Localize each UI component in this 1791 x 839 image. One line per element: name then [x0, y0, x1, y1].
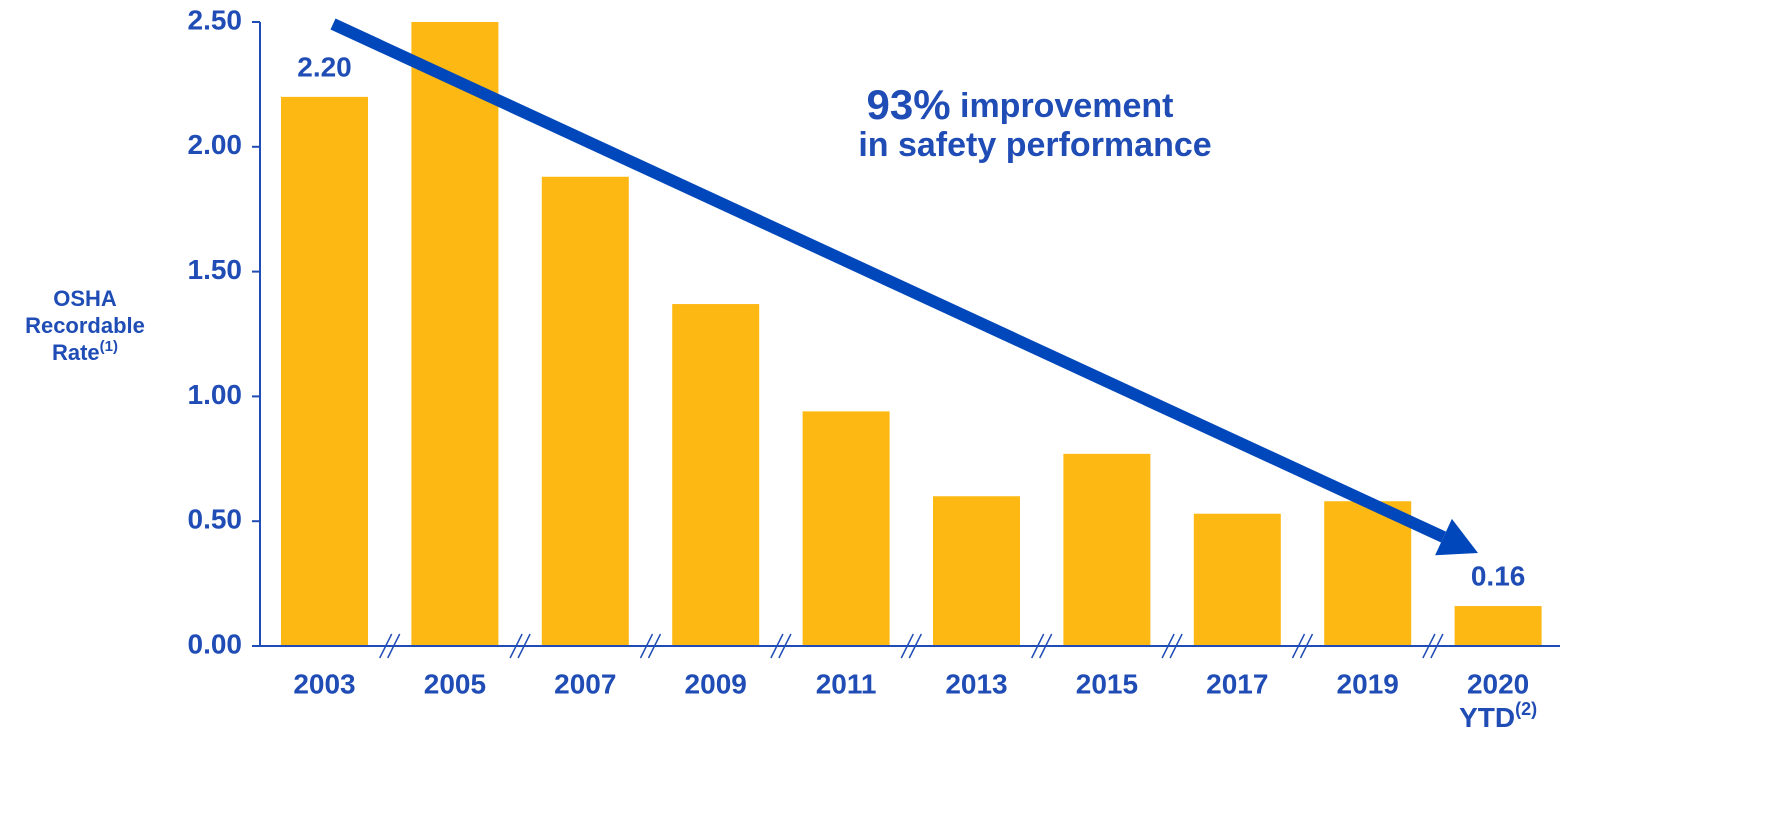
axis-break — [1430, 633, 1444, 659]
x-tick-label: 2017 — [1206, 668, 1268, 699]
y-tick-label: 2.00 — [188, 129, 243, 160]
annotation-text: improvement — [960, 87, 1174, 125]
axis-break — [1169, 633, 1183, 659]
y-tick-label: 1.50 — [188, 254, 243, 285]
x-tick-label: 2015 — [1076, 668, 1138, 699]
axis-break — [900, 633, 914, 659]
bar — [933, 496, 1020, 646]
axis-break — [387, 633, 401, 659]
x-tick-label: 2007 — [554, 668, 616, 699]
x-tick-label: 2019 — [1337, 668, 1399, 699]
annotation-highlight: 93% — [866, 81, 950, 128]
trend-arrowhead — [1435, 518, 1478, 556]
bar — [1063, 453, 1151, 646]
x-tick-label: 2020 — [1467, 668, 1529, 699]
axis-break — [517, 633, 531, 659]
annotation: 93% improvement — [866, 81, 1173, 128]
y-label-line: Recordable — [25, 313, 145, 338]
y-label-footnote: (1) — [100, 338, 118, 355]
y-tick-label: 0.00 — [188, 628, 243, 659]
y-label-line: Rate(1) — [52, 338, 118, 365]
axis-break — [908, 633, 922, 659]
trend-arrow — [330, 18, 1447, 543]
x-tick-label: 2009 — [685, 668, 747, 699]
bar — [672, 304, 760, 646]
axis-break — [1031, 633, 1045, 659]
bar — [281, 96, 368, 646]
y-tick-label: 0.50 — [188, 504, 243, 535]
bar — [1193, 513, 1281, 646]
y-label-text: Rate — [52, 340, 100, 365]
axis-break — [1039, 633, 1053, 659]
axis-break — [639, 633, 654, 659]
axis-break — [770, 633, 784, 659]
x-tick-label: 2005 — [424, 668, 486, 699]
axis-break — [778, 633, 792, 659]
bar — [1454, 606, 1542, 646]
y-label-line: OSHA — [53, 286, 117, 311]
value-label: 0.16 — [1471, 560, 1526, 591]
axis-break — [1291, 633, 1306, 659]
x-tick-label: 2003 — [293, 668, 355, 699]
value-label: 2.20 — [297, 51, 352, 82]
y-tick-label: 1.00 — [188, 379, 243, 410]
axis-break — [1422, 633, 1436, 659]
bar — [802, 411, 890, 646]
axis-break — [647, 633, 662, 659]
axis-break — [509, 633, 523, 659]
axis-break — [379, 633, 393, 659]
axis-break — [1161, 633, 1175, 659]
y-tick-label: 2.50 — [188, 4, 243, 35]
bar — [1324, 501, 1412, 646]
bar — [541, 176, 629, 646]
y-axis-label: OSHA Recordable Rate(1) — [25, 286, 145, 365]
x-tick-sublabel: YTD — [1459, 702, 1515, 733]
axis-break — [1299, 633, 1314, 659]
annotation-text: in safety performance — [858, 126, 1211, 164]
x-tick-label: 2011 — [816, 668, 877, 699]
bar — [411, 22, 499, 646]
x-tick-label: YTD(2) — [1459, 699, 1537, 734]
x-tick-label: 2013 — [945, 668, 1007, 699]
x-tick-footnote: (2) — [1515, 699, 1537, 719]
annotation-text — [951, 87, 960, 125]
